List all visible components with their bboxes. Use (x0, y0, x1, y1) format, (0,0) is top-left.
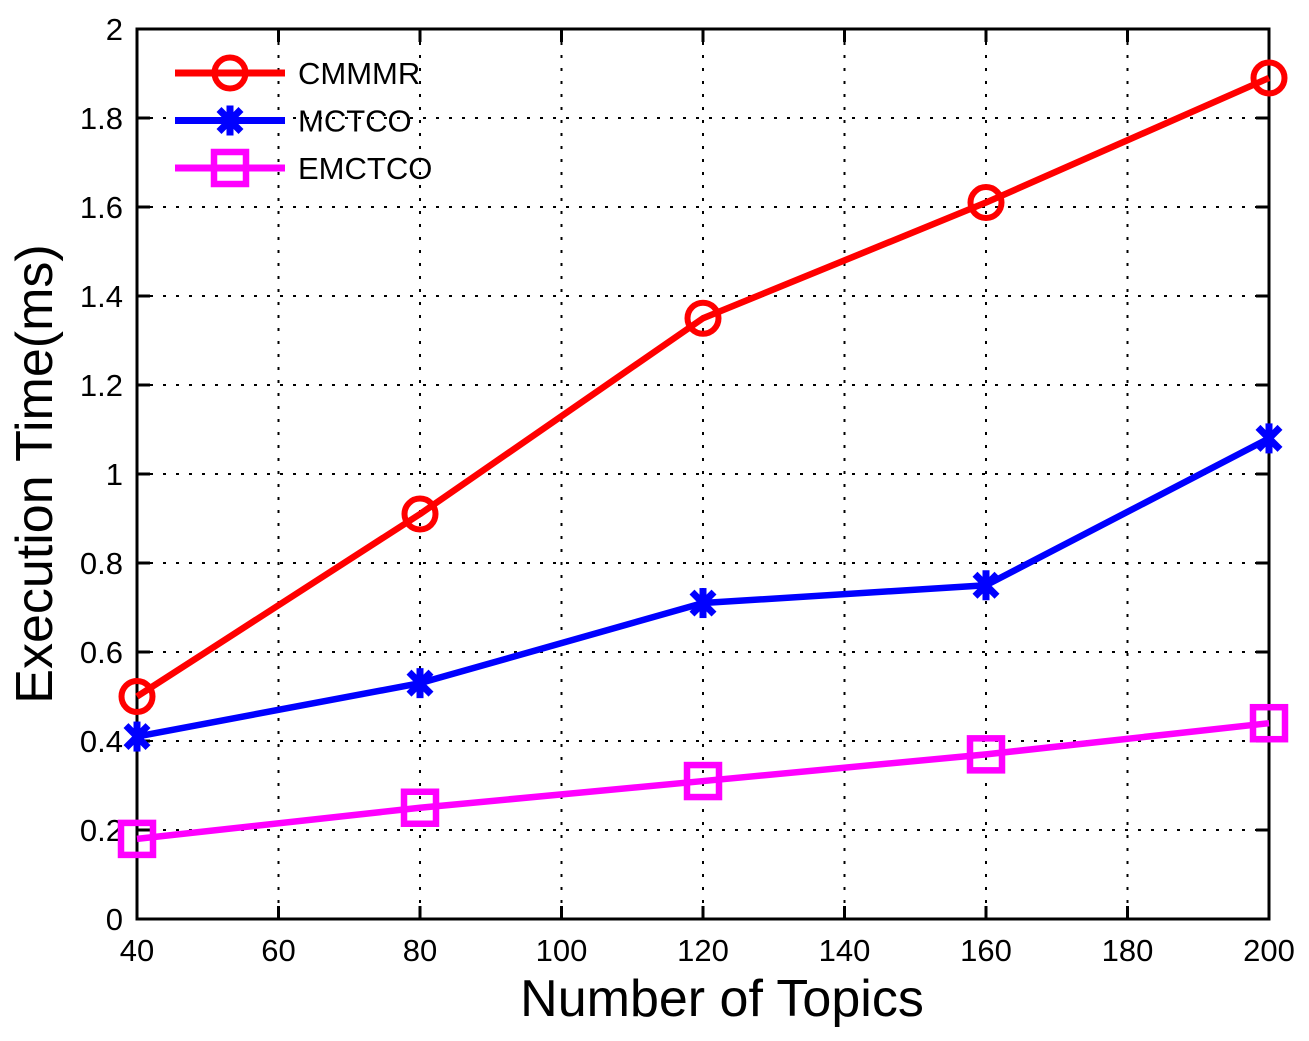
circle-marker (118, 678, 156, 715)
circle-marker (211, 54, 249, 92)
asterisk-marker (123, 721, 151, 752)
asterisk-marker (972, 570, 1000, 601)
x-tick-label: 40 (120, 933, 154, 968)
legend-item-emctco: EMCTCO (175, 148, 432, 188)
asterisk-spoke (1255, 424, 1283, 452)
circle-marker (1250, 59, 1288, 97)
axis-ticks (135, 27, 1271, 921)
asterisk-spoke (123, 723, 151, 751)
x-tick-label: 200 (1243, 933, 1295, 968)
legend-label: CMMMR (298, 56, 420, 91)
x-axis-label: Number of Topics (520, 970, 924, 1028)
x-tick-label: 180 (1102, 933, 1154, 968)
legend-item-cmmmr: CMMMR (175, 54, 420, 92)
square-marker (1249, 703, 1289, 743)
y-tick-label: 2 (106, 12, 123, 47)
square-marker (117, 819, 157, 859)
series-line-emctco (136, 719, 1270, 843)
x-tick-label: 120 (677, 933, 729, 968)
y-axis-label: Execution Time(ms) (6, 244, 64, 703)
asterisk-spoke (406, 669, 434, 697)
series-emctco (117, 703, 1289, 859)
square-marker (966, 735, 1006, 774)
asterisk-spoke (972, 571, 1000, 599)
asterisk-marker (406, 668, 434, 699)
square-marker (400, 788, 440, 827)
circle-marker (967, 184, 1005, 222)
circle-marker (684, 299, 722, 337)
asterisk-marker (689, 588, 717, 619)
asterisk-spoke (216, 107, 244, 134)
y-tick-label: 0 (106, 902, 123, 937)
asterisk-marker (216, 105, 244, 136)
square-marker (210, 148, 250, 188)
legend-label: EMCTCO (298, 151, 432, 186)
legend: CMMMR MCTCO EMCTCO (175, 54, 432, 188)
asterisk-spoke (689, 589, 717, 617)
y-tick-label: 1.2 (80, 368, 123, 403)
square-marker (683, 761, 723, 801)
legend-label: MCTCO (298, 104, 412, 139)
y-tick-label: 1.4 (80, 279, 123, 314)
series-line-cmmmr (135, 74, 1271, 700)
x-tick-label: 160 (960, 933, 1012, 968)
x-tick-label: 80 (403, 933, 437, 968)
y-tick-label: 1 (106, 457, 123, 492)
y-tick-label: 1.6 (80, 190, 123, 225)
y-tick-label: 0.6 (80, 635, 123, 670)
y-tick-label: 0.2 (80, 813, 123, 848)
y-tick-label: 1.8 (80, 101, 123, 136)
legend-item-mctco: MCTCO (175, 104, 412, 139)
x-tick-label: 60 (261, 933, 295, 968)
series-mctco (123, 423, 1283, 752)
series-cmmmr (118, 59, 1288, 715)
circle-marker (401, 495, 439, 533)
x-tick-label: 140 (819, 933, 871, 968)
x-tick-label: 100 (536, 933, 588, 968)
asterisk-marker (1255, 423, 1283, 454)
y-tick-label: 0.4 (80, 724, 123, 759)
y-tick-label: 0.8 (80, 546, 123, 581)
